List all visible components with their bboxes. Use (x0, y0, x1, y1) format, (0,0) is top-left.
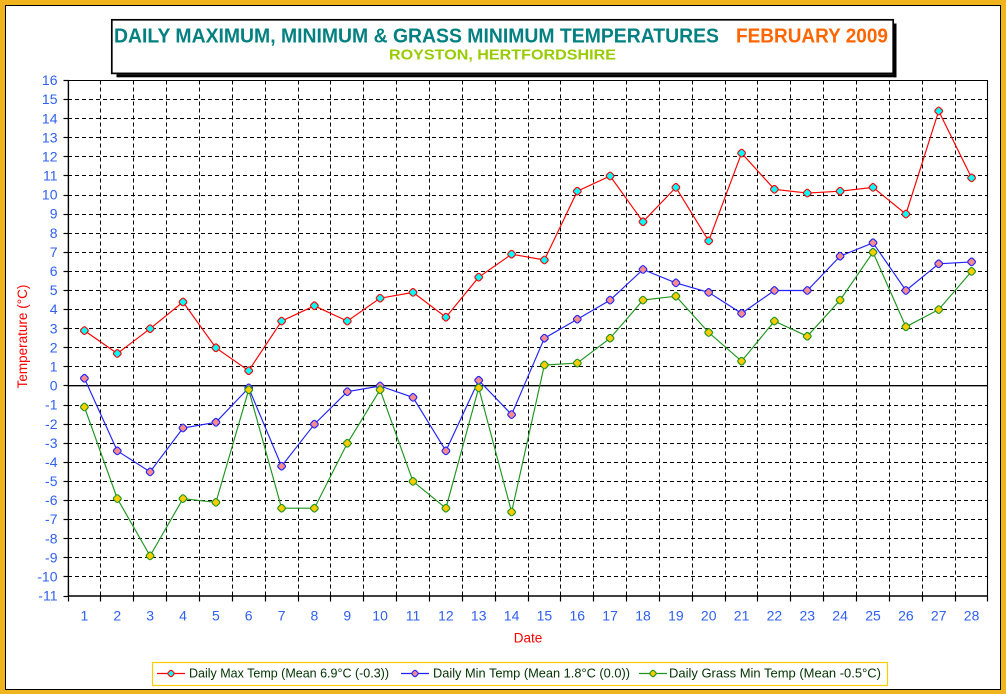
svg-text:28: 28 (964, 608, 980, 624)
svg-text:-9: -9 (45, 549, 58, 565)
svg-text:27: 27 (931, 608, 947, 624)
svg-text:22: 22 (767, 608, 783, 624)
svg-text:Date: Date (514, 631, 543, 646)
svg-text:0: 0 (50, 378, 58, 394)
svg-text:18: 18 (635, 608, 651, 624)
svg-text:14: 14 (504, 608, 520, 624)
svg-text:2: 2 (113, 608, 121, 624)
svg-text:Daily Min Temp (Mean 1.8°C (0.: Daily Min Temp (Mean 1.8°C (0.0)) (433, 666, 630, 681)
svg-text:13: 13 (471, 608, 487, 624)
svg-text:10: 10 (42, 187, 58, 203)
svg-text:1: 1 (81, 608, 89, 624)
svg-text:5: 5 (50, 282, 58, 298)
svg-text:Daily Max Temp (Mean 6.9°C (-0: Daily Max Temp (Mean 6.9°C (-0.3)) (189, 666, 389, 681)
svg-text:-11: -11 (38, 588, 57, 604)
svg-text:6: 6 (245, 608, 253, 624)
svg-text:Daily Grass Min Temp (Mean -0.: Daily Grass Min Temp (Mean -0.5°C) (669, 666, 881, 681)
svg-text:15: 15 (42, 91, 58, 107)
svg-text:-10: -10 (37, 569, 57, 585)
svg-text:14: 14 (42, 110, 58, 126)
svg-text:17: 17 (602, 608, 618, 624)
svg-text:20: 20 (701, 608, 717, 624)
svg-text:2: 2 (50, 339, 58, 355)
svg-text:9: 9 (343, 608, 351, 624)
svg-text:3: 3 (50, 320, 58, 336)
svg-text:12: 12 (438, 608, 454, 624)
svg-text:5: 5 (212, 608, 220, 624)
svg-text:3: 3 (146, 608, 154, 624)
svg-text:13: 13 (42, 129, 58, 145)
svg-text:11: 11 (43, 168, 58, 184)
svg-text:10: 10 (372, 608, 388, 624)
svg-text:15: 15 (537, 608, 553, 624)
svg-text:Temperature (°C): Temperature (°C) (15, 285, 30, 389)
svg-text:ROYSTON, HERTFORDSHIRE: ROYSTON, HERTFORDSHIRE (389, 47, 616, 64)
svg-text:19: 19 (668, 608, 684, 624)
svg-text:-7: -7 (45, 511, 58, 527)
svg-text:-4: -4 (45, 454, 58, 470)
svg-text:9: 9 (50, 206, 58, 222)
svg-text:4: 4 (179, 608, 187, 624)
svg-text:7: 7 (278, 608, 286, 624)
svg-text:25: 25 (865, 608, 881, 624)
svg-text:21: 21 (734, 608, 750, 624)
svg-text:16: 16 (42, 72, 58, 88)
svg-text:8: 8 (50, 225, 58, 241)
svg-text:16: 16 (570, 608, 586, 624)
svg-text:7: 7 (50, 244, 58, 260)
svg-text:-3: -3 (45, 435, 58, 451)
svg-text:-8: -8 (45, 530, 58, 546)
svg-text:-2: -2 (45, 416, 58, 432)
svg-text:6: 6 (50, 263, 58, 279)
svg-text:-5: -5 (45, 473, 58, 489)
svg-text:FEBRUARY 2009: FEBRUARY 2009 (736, 26, 888, 48)
svg-text:23: 23 (800, 608, 816, 624)
svg-text:26: 26 (898, 608, 914, 624)
svg-text:11: 11 (406, 608, 421, 624)
svg-text:-6: -6 (45, 492, 58, 508)
svg-text:4: 4 (50, 301, 58, 317)
svg-text:8: 8 (311, 608, 319, 624)
svg-text:-1: -1 (45, 397, 58, 413)
svg-text:DAILY MAXIMUM, MINIMUM & GRASS: DAILY MAXIMUM, MINIMUM & GRASS MINIMUM T… (114, 26, 719, 48)
svg-text:24: 24 (832, 608, 848, 624)
svg-text:12: 12 (42, 149, 58, 165)
svg-text:1: 1 (50, 359, 58, 375)
